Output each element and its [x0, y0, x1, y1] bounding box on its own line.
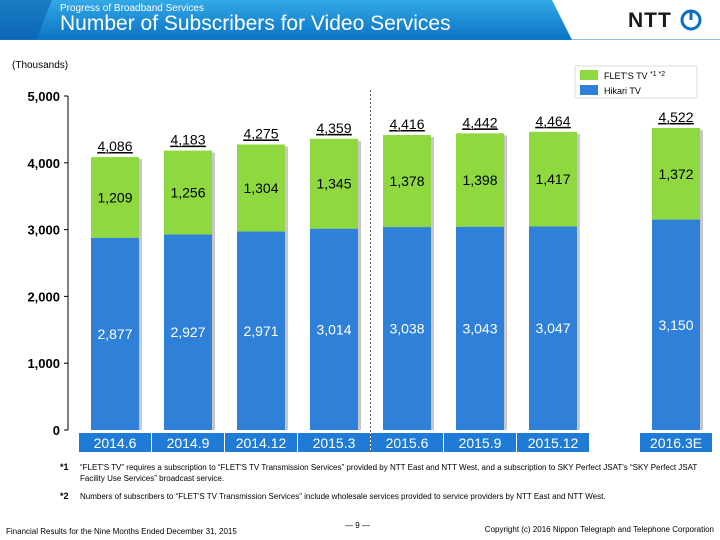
page-title: Number of Subscribers for Video Services: [60, 12, 451, 35]
header-subtitle: Progress of Broadband Services: [60, 3, 204, 14]
footer-left: Financial Results for the Nine Months En…: [6, 527, 237, 536]
footer-copyright: Copyright (c) 2016 Nippon Telegraph and …: [484, 525, 714, 534]
x-tick-label: 2016.3E: [650, 435, 702, 451]
y-tick-label: 0: [53, 423, 60, 438]
x-axis-labels: 2014.6 2014.9 2014.12 2015.3 2015.6 2015.9 201…: [79, 433, 712, 452]
data-label-flets-tv: 1,209: [97, 189, 132, 205]
bar-segment-flets-tv: [164, 150, 212, 235]
unit-label: (Thousands): [12, 60, 69, 71]
x-label-box: [225, 433, 297, 452]
total-label: 4,086: [97, 138, 132, 154]
data-label-hikari-tv: 3,038: [389, 321, 424, 337]
bar-segment-flets-tv: [310, 138, 358, 229]
bar-segment-flets-tv: [91, 157, 139, 238]
y-tick-label: 1,000: [27, 356, 60, 371]
data-label-flets-tv: 1,417: [535, 171, 570, 187]
page-number: — 9 —: [345, 521, 370, 530]
data-label-hikari-tv: 3,047: [535, 320, 570, 336]
legend-label-hikari-tv: Hikari TV: [604, 86, 641, 96]
footnote-1: *1 “FLET'S TV” requires a subscription t…: [60, 462, 710, 484]
header-band: [0, 0, 720, 40]
x-tick-label: 2014.6: [94, 435, 137, 451]
bar-segment-flets-tv: [652, 127, 700, 220]
bar-segment-flets-tv: [383, 135, 431, 228]
x-tick-label: 2014.12: [236, 435, 287, 451]
legend: FLET'S TV *1 *2 Hikari TV: [574, 65, 698, 99]
legend-footnote-marks: *1 *2: [650, 71, 665, 78]
legend-swatch-hikari-tv: [580, 85, 598, 95]
total-label: 4,522: [658, 109, 693, 125]
y-tick-label: 4,000: [27, 156, 60, 171]
y-tick-label: 3,000: [27, 223, 60, 238]
bar-segment-hikari-tv: [237, 231, 285, 430]
footnote-2-mark: *2: [60, 491, 69, 501]
legend-swatch-flets-tv: [580, 70, 598, 80]
total-label: 4,442: [462, 114, 497, 130]
bar-segment-hikari-tv: [310, 228, 358, 430]
bar-segment-hikari-tv: [383, 227, 431, 430]
data-label-flets-tv: 1,345: [316, 176, 351, 192]
total-label: 4,359: [316, 120, 351, 136]
data-label-flets-tv: 1,372: [658, 166, 693, 182]
x-tick-label: 2014.9: [167, 435, 210, 451]
footnote-1-text: “FLET'S TV” requires a subscription to “…: [80, 463, 698, 483]
data-label-hikari-tv: 2,927: [170, 324, 205, 340]
total-label: 4,275: [243, 125, 278, 141]
bar-segment-flets-tv: [456, 133, 504, 227]
y-tick-label: 2,000: [27, 289, 60, 304]
data-label-hikari-tv: 3,043: [462, 320, 497, 336]
bar-segment-flets-tv: [237, 144, 285, 232]
legend-label-flets-tv: FLET'S TV: [604, 71, 648, 81]
x-tick-label: 2015.6: [386, 435, 429, 451]
total-label: 4,464: [535, 113, 570, 129]
data-label-hikari-tv: 3,150: [658, 317, 693, 333]
bar-segment-hikari-tv: [164, 234, 212, 430]
footnote-1-mark: *1: [60, 462, 69, 472]
x-label-box: [444, 433, 516, 452]
header-bar: Progress of Broadband Services Number of…: [0, 0, 720, 40]
bar-segment-hikari-tv: [456, 226, 504, 430]
data-label-hikari-tv: 2,971: [243, 323, 278, 339]
bars: 2,877 1,209 4,086 2,927 1,256 4,183 2,971 1,304…: [91, 109, 703, 431]
ntt-logo-mark-icon: [680, 9, 702, 31]
y-tick-label: 5,000: [27, 89, 60, 104]
footnote-2: *2 Numbers of subscribers to “FLET'S TV …: [60, 491, 710, 502]
x-label-box: [152, 433, 224, 452]
logo-text: NTT: [628, 9, 672, 32]
data-label-flets-tv: 1,398: [462, 172, 497, 188]
x-label-box: [371, 433, 443, 452]
x-label-box: [640, 433, 712, 452]
x-label-box: [517, 433, 589, 452]
footnote-2-text: Numbers of subscribers to “FLET'S TV Tra…: [80, 492, 606, 501]
data-label-flets-tv: 1,304: [243, 180, 278, 196]
y-axis: 0 1,000 2,000 3,000 4,000 5,000: [27, 89, 371, 452]
x-tick-label: 2015.9: [459, 435, 502, 451]
data-label-hikari-tv: 2,877: [97, 326, 132, 342]
bar-segment-hikari-tv: [529, 226, 577, 430]
data-label-flets-tv: 1,378: [389, 173, 424, 189]
stacked-bar-chart: 0 1,000 2,000 3,000 4,000 5,000 2,877 1,209 4,0…: [27, 65, 712, 452]
bar-segment-flets-tv: [529, 131, 577, 227]
x-label-box: [79, 433, 151, 452]
x-tick-label: 2015.3: [313, 435, 356, 451]
total-label: 4,183: [170, 132, 205, 148]
data-label-flets-tv: 1,256: [170, 185, 205, 201]
x-tick-label: 2015.12: [528, 435, 579, 451]
x-label-box: [298, 433, 370, 452]
data-label-hikari-tv: 3,014: [316, 321, 351, 337]
bar-segment-hikari-tv: [91, 237, 139, 430]
total-label: 4,416: [389, 116, 424, 132]
bar-segment-hikari-tv: [652, 219, 700, 430]
